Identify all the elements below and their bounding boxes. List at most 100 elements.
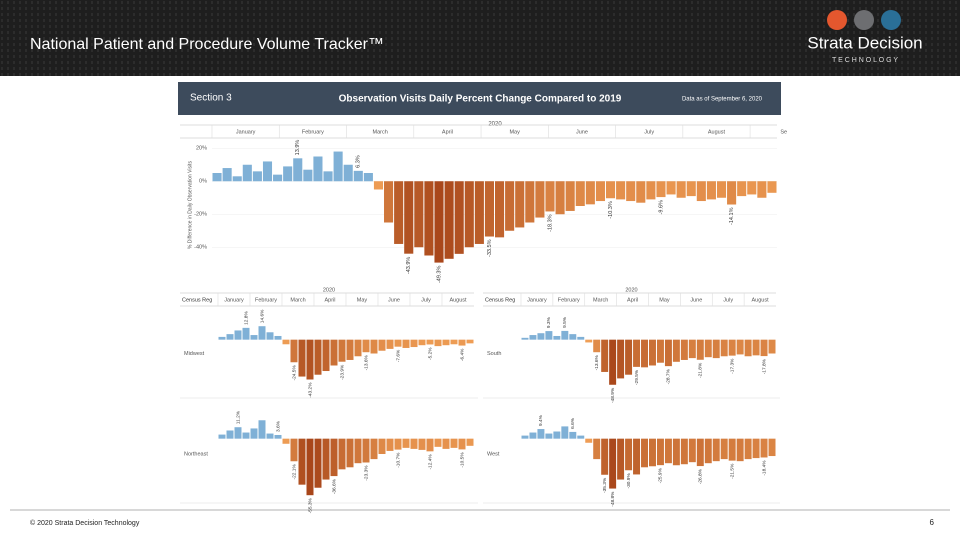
bar [686, 181, 696, 197]
bar [434, 438, 442, 447]
data-label: 9.5% [562, 316, 568, 328]
bar [370, 339, 378, 354]
header-label: Census Reg [182, 297, 212, 303]
bar [333, 151, 343, 182]
y-tick-label: -40% [194, 245, 207, 251]
month-label: June [690, 297, 702, 303]
month-label: August [449, 297, 467, 303]
bar [616, 181, 626, 200]
bar [450, 339, 458, 345]
bar [535, 181, 545, 218]
bar [450, 438, 458, 448]
bar [757, 181, 767, 198]
data-label: -18.4% [761, 460, 767, 476]
bar [625, 339, 633, 375]
month-label: January [236, 129, 256, 135]
bar [303, 169, 313, 182]
bar [767, 181, 777, 193]
bar [298, 339, 306, 377]
bar [555, 181, 565, 215]
month-label: April [324, 297, 335, 303]
month-label: June [576, 129, 588, 135]
bar [346, 438, 354, 468]
bar [656, 181, 666, 198]
logo-icon [827, 10, 847, 30]
bar [283, 166, 293, 182]
data-label: 6.3% [356, 155, 362, 168]
month-label: February [255, 297, 277, 303]
month-label: July [421, 297, 431, 303]
bar [625, 438, 633, 471]
bar [394, 339, 402, 347]
bar [234, 427, 242, 439]
bar [306, 438, 314, 496]
data-label: -55.3% [307, 497, 313, 513]
bar [696, 181, 706, 202]
bar [322, 339, 330, 372]
bar [585, 438, 593, 443]
bar [593, 339, 601, 353]
bar [212, 173, 222, 182]
bar [736, 339, 744, 355]
bar [282, 339, 290, 345]
month-label: January [527, 297, 547, 303]
year-label: 2020 [488, 122, 502, 128]
bar [696, 438, 704, 467]
bar [373, 181, 384, 190]
bar [330, 438, 338, 477]
month-label: May [357, 297, 368, 303]
bar [242, 164, 252, 182]
year-label: 2020 [625, 287, 637, 293]
bar [410, 438, 418, 449]
bar [218, 434, 226, 439]
data-label: 11.2% [235, 410, 241, 424]
bar [688, 339, 696, 359]
bar [250, 428, 258, 439]
region-label: West [487, 451, 500, 457]
data-label: -6.4% [459, 348, 465, 361]
data-label: -5.2% [427, 347, 433, 360]
bar [752, 339, 760, 356]
bar [410, 339, 418, 348]
month-label: May [509, 129, 520, 135]
bar [258, 420, 266, 439]
bar [458, 339, 466, 346]
data-label: -21.8% [698, 362, 704, 378]
bar [521, 435, 529, 439]
bar [728, 438, 736, 461]
bar [222, 168, 232, 182]
month-label: April [442, 129, 453, 135]
data-label: -48.8% [610, 491, 616, 507]
y-axis-label: % Difference in Daily Observation Visits [187, 161, 193, 249]
bar [495, 181, 505, 238]
bar [363, 173, 373, 182]
bar [656, 438, 664, 466]
bar [565, 181, 575, 211]
data-label: 9.3% [546, 316, 552, 328]
page-number: 6 [930, 518, 935, 527]
bar [537, 333, 545, 340]
data-label: -28.7% [666, 368, 672, 384]
data-label: -29.5% [634, 369, 640, 385]
bar [394, 181, 404, 244]
bar [313, 156, 323, 182]
data-label: 3.6% [275, 420, 281, 432]
data-label: -26.8% [698, 468, 704, 484]
bar [744, 339, 752, 357]
bar [545, 181, 555, 212]
bar [585, 181, 595, 205]
bar [593, 438, 601, 460]
bar [290, 438, 298, 462]
bar [466, 438, 474, 446]
bar [274, 434, 282, 439]
bar [706, 181, 716, 200]
bar [617, 438, 625, 480]
bar [609, 339, 617, 385]
bar [760, 339, 768, 357]
data-label: 13.9% [295, 140, 301, 156]
month-label: March [593, 297, 608, 303]
section-bar [178, 82, 781, 115]
bar [226, 430, 234, 439]
bar [226, 334, 234, 340]
y-tick-label: 20% [196, 146, 207, 152]
